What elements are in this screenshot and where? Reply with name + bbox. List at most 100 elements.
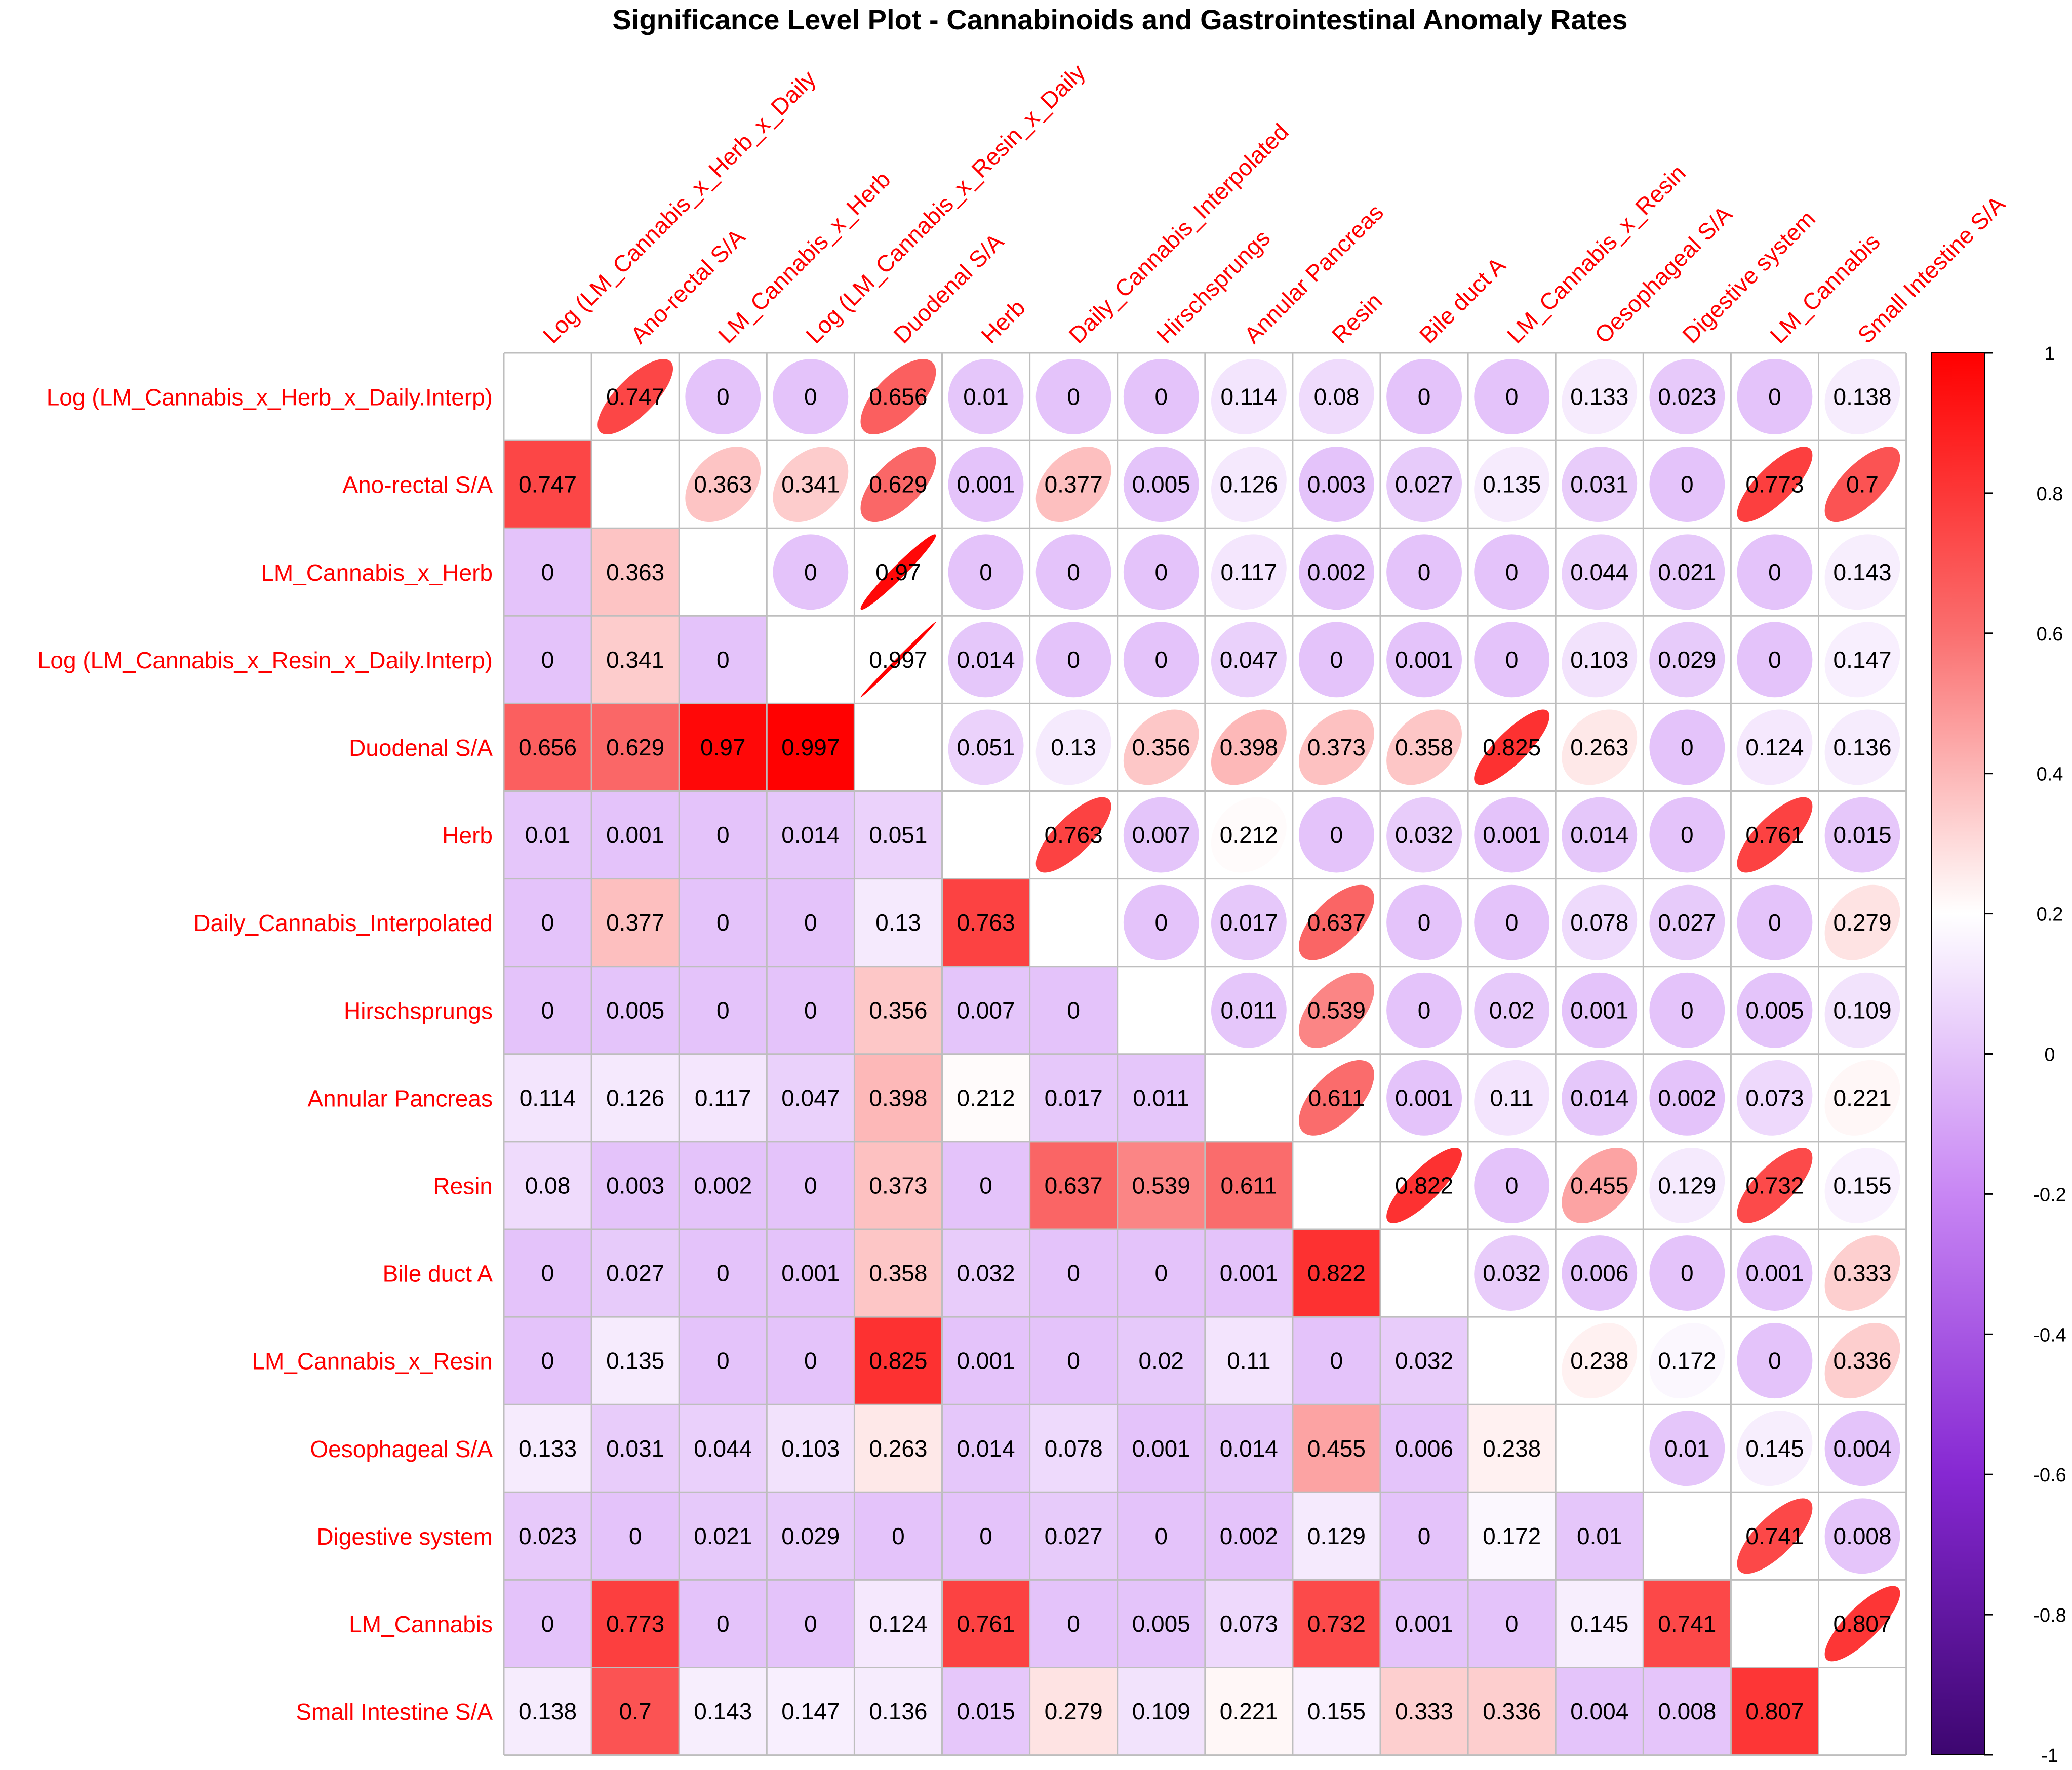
cell-value: 0.021 <box>1658 559 1716 585</box>
cell-value: 0.031 <box>606 1435 664 1462</box>
cell-value: 0.001 <box>1132 1435 1190 1462</box>
cell-value: 0 <box>1418 997 1431 1023</box>
cell-value: 0.145 <box>1745 1435 1804 1462</box>
correlation-ellipse <box>1649 359 1725 434</box>
cell-value: 0.136 <box>869 1698 927 1724</box>
cell-value: 0.017 <box>1045 1084 1103 1111</box>
correlation-ellipse <box>1299 622 1374 698</box>
correlation-ellipse <box>1737 1411 1813 1486</box>
correlation-ellipse <box>1211 972 1287 1048</box>
grid-lines <box>503 352 1907 1756</box>
shade-cell <box>679 703 767 792</box>
cell-value: 0.333 <box>1833 1260 1891 1286</box>
correlation-ellipse <box>948 359 1024 434</box>
row-label: Hirschsprungs <box>344 997 493 1024</box>
shade-cell <box>504 1317 592 1405</box>
shade-cell <box>591 1141 680 1230</box>
cell-value: 0.773 <box>606 1611 664 1637</box>
cell-value: 0.01 <box>1664 1435 1710 1462</box>
cell-value: 0.172 <box>1658 1348 1716 1374</box>
shade-cell <box>591 1229 680 1317</box>
correlation-ellipse <box>1737 972 1813 1048</box>
cell-value: 0.004 <box>1833 1435 1891 1462</box>
cell-value: 0.126 <box>606 1084 664 1111</box>
cell-value: 0.047 <box>781 1084 840 1111</box>
color-legend-tick-label: 0.6 <box>2037 624 2063 645</box>
cell-value: 0 <box>1067 1611 1080 1637</box>
cell-values: 0.747 0 0 0.656 0.01 0 0 0.114 0.08 0 0 0.133 0.023 0… <box>519 384 1892 1725</box>
shade-cell <box>591 1667 680 1756</box>
cell-value: 0.032 <box>957 1260 1015 1286</box>
shade-cell <box>591 528 680 616</box>
correlation-ellipse <box>597 359 673 434</box>
correlation-ellipse <box>1824 359 1900 434</box>
correlation-ellipse <box>1562 884 1638 960</box>
correlation-ellipse <box>1737 1323 1813 1399</box>
shade-cell <box>591 1317 680 1405</box>
shade-cell <box>504 791 592 879</box>
shade-cell <box>1643 1580 1731 1668</box>
correlation-ellipse <box>1737 1498 1813 1574</box>
shade-cell <box>1029 1580 1118 1668</box>
cell-value: 0.027 <box>1395 471 1453 498</box>
shade-cell <box>1117 1404 1206 1493</box>
correlation-ellipse <box>1649 709 1725 785</box>
cell-value: 0.155 <box>1833 1172 1891 1198</box>
correlation-ellipse <box>1299 884 1374 960</box>
cell-value: 0 <box>979 1172 992 1198</box>
cell-value: 0.611 <box>1220 1172 1277 1198</box>
cell-value: 0.763 <box>957 909 1015 936</box>
shade-cell <box>1468 1667 1556 1756</box>
cell-value: 0 <box>716 647 730 673</box>
shade-cell <box>1292 1667 1381 1756</box>
cell-value: 0.017 <box>1220 909 1278 936</box>
cell-value: 0.363 <box>606 559 664 585</box>
correlation-ellipse <box>1649 1235 1725 1311</box>
shade-cell <box>942 1229 1030 1317</box>
cell-value: 0.005 <box>606 997 664 1023</box>
cell-value: 0.014 <box>957 1435 1015 1462</box>
shade-cell <box>1380 1580 1468 1668</box>
shade-cell <box>679 791 767 879</box>
cell-value: 0.031 <box>1570 471 1628 498</box>
correlation-ellipse <box>1474 1235 1550 1311</box>
cell-value: 0.398 <box>869 1084 927 1111</box>
shade-cell <box>1731 1667 1819 1756</box>
cell-value: 0.005 <box>1132 1611 1190 1637</box>
shade-cell <box>854 966 943 1055</box>
cell-value: 0.341 <box>781 471 840 498</box>
correlation-ellipse <box>1211 884 1287 960</box>
shade-cell <box>854 1317 943 1405</box>
cell-value: 0 <box>716 1348 730 1374</box>
cell-value: 0 <box>1418 1523 1431 1549</box>
row-label: Annular Pancreas <box>307 1085 493 1111</box>
cell-value: 0.807 <box>1833 1611 1891 1637</box>
cell-value: 0.135 <box>1483 471 1541 498</box>
cell-value: 0.029 <box>781 1523 840 1549</box>
cell-value: 0.044 <box>694 1435 752 1462</box>
cell-value: 0 <box>1505 1172 1519 1198</box>
cell-value: 0.001 <box>957 1348 1015 1374</box>
cell-value: 0.145 <box>1570 1611 1628 1637</box>
correlation-ellipse <box>1211 447 1287 522</box>
color-legend-tick-label: -0.2 <box>2033 1184 2066 1205</box>
cell-value: 0.279 <box>1833 909 1891 936</box>
cell-value: 0.7 <box>619 1698 652 1724</box>
cell-value: 0.656 <box>869 384 927 410</box>
cell-value: 0.637 <box>1045 1172 1103 1198</box>
cell-value: 0.732 <box>1745 1172 1804 1198</box>
cell-value: 0 <box>541 559 554 585</box>
shade-cell <box>942 1317 1030 1405</box>
cell-value: 0 <box>804 997 817 1023</box>
cell-value: 0.147 <box>781 1698 840 1724</box>
cell-value: 0 <box>804 559 817 585</box>
shade-cell <box>1380 1404 1468 1493</box>
shade-cell <box>591 1054 680 1142</box>
cell-value: 0.129 <box>1658 1172 1716 1198</box>
cell-value: 0.363 <box>694 471 752 498</box>
cell-value: 0.044 <box>1570 559 1628 585</box>
column-label: Resin <box>1327 288 1387 348</box>
cell-value: 0.997 <box>869 647 927 673</box>
correlation-ellipse <box>1123 359 1199 434</box>
cell-value: 0.001 <box>1483 822 1541 848</box>
